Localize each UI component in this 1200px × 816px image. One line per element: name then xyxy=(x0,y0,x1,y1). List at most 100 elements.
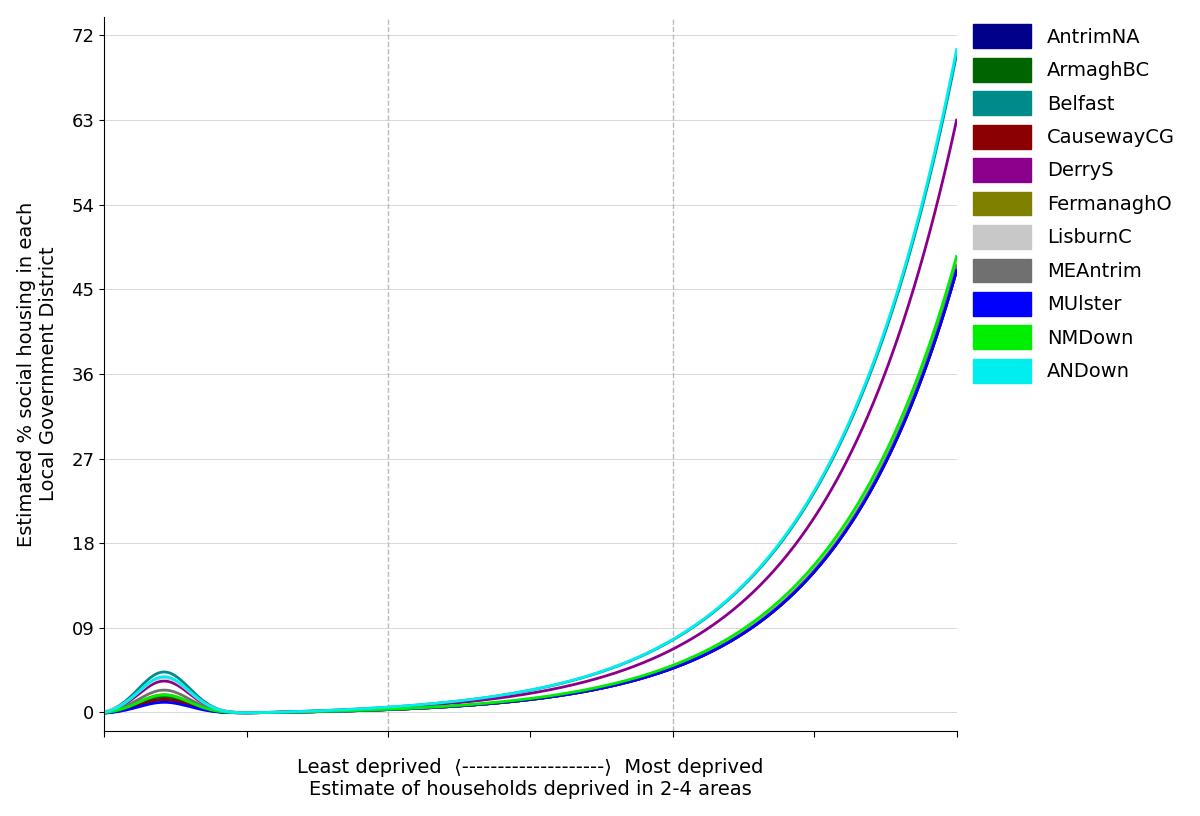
NMDown xyxy=(502,696,516,706)
ArmaghBC xyxy=(949,261,964,271)
ANDown xyxy=(797,502,811,512)
Legend: AntrimNA, ArmaghBC, Belfast, CausewayCG, DerryS, FermanaghO, LisburnC, MEAntrim,: AntrimNA, ArmaghBC, Belfast, CausewayCG,… xyxy=(965,16,1182,390)
MEAntrim xyxy=(797,576,811,586)
LisburnC xyxy=(560,689,575,698)
AntrimNA xyxy=(502,697,516,707)
MEAntrim xyxy=(504,697,518,707)
NMDown xyxy=(97,708,112,718)
CausewayCG xyxy=(508,697,522,707)
ANDown xyxy=(240,707,254,717)
Y-axis label: Estimated % social housing in each
Local Government District: Estimated % social housing in each Local… xyxy=(17,202,58,547)
LisburnC xyxy=(504,696,518,706)
NMDown xyxy=(929,320,943,330)
ArmaghBC xyxy=(558,690,572,699)
Line: LisburnC: LisburnC xyxy=(104,261,956,712)
CausewayCG xyxy=(605,681,619,691)
Line: ANDown: ANDown xyxy=(104,50,956,712)
FermanaghO xyxy=(97,707,112,717)
MEAntrim xyxy=(931,323,946,333)
MEAntrim xyxy=(606,681,620,690)
FermanaghO xyxy=(931,323,946,333)
NMDown xyxy=(508,695,522,705)
CausewayCG xyxy=(558,690,572,699)
LisburnC xyxy=(244,707,258,717)
FermanaghO xyxy=(239,707,253,717)
ANDown xyxy=(949,45,964,55)
LisburnC xyxy=(606,679,620,689)
DerryS xyxy=(606,668,620,678)
Line: CausewayCG: CausewayCG xyxy=(104,271,956,713)
LisburnC xyxy=(949,256,964,266)
AntrimNA xyxy=(949,266,964,276)
ANDown xyxy=(606,663,620,672)
NMDown xyxy=(949,251,964,261)
ANDown xyxy=(509,688,523,698)
Line: AntrimNA: AntrimNA xyxy=(104,271,956,713)
MUlster xyxy=(97,708,112,718)
ANDown xyxy=(931,134,946,144)
LisburnC xyxy=(797,572,811,582)
FermanaghO xyxy=(606,681,620,690)
Belfast xyxy=(949,50,964,60)
MEAntrim xyxy=(560,690,575,699)
LisburnC xyxy=(97,707,112,716)
CausewayCG xyxy=(796,579,810,589)
Belfast xyxy=(504,689,518,698)
CausewayCG xyxy=(929,333,943,343)
FermanaghO xyxy=(949,261,964,271)
FermanaghO xyxy=(560,690,575,699)
ANDown xyxy=(504,689,518,698)
AntrimNA xyxy=(796,579,810,589)
ArmaghBC xyxy=(508,696,522,706)
CausewayCG xyxy=(97,708,112,718)
MUlster xyxy=(605,681,619,691)
LisburnC xyxy=(509,695,523,705)
Line: DerryS: DerryS xyxy=(104,120,956,712)
MUlster xyxy=(796,579,810,589)
MUlster xyxy=(508,697,522,707)
AntrimNA xyxy=(558,690,572,699)
AntrimNA xyxy=(508,697,522,707)
ArmaghBC xyxy=(605,681,619,690)
Belfast xyxy=(931,138,946,148)
MEAntrim xyxy=(949,261,964,271)
ANDown xyxy=(560,676,575,686)
Belfast xyxy=(242,707,257,717)
NMDown xyxy=(558,689,572,698)
MEAntrim xyxy=(509,696,523,706)
MUlster xyxy=(502,697,516,707)
Belfast xyxy=(97,707,112,717)
MEAntrim xyxy=(97,707,112,717)
DerryS xyxy=(97,707,112,717)
DerryS xyxy=(509,691,523,701)
FermanaghO xyxy=(504,697,518,707)
CausewayCG xyxy=(502,697,516,707)
AntrimNA xyxy=(605,681,619,691)
CausewayCG xyxy=(949,266,964,276)
FermanaghO xyxy=(509,696,523,706)
Belfast xyxy=(606,663,620,672)
NMDown xyxy=(796,573,810,583)
MUlster xyxy=(929,333,943,343)
DerryS xyxy=(931,196,946,206)
DerryS xyxy=(797,527,811,537)
Line: Belfast: Belfast xyxy=(104,55,956,712)
AntrimNA xyxy=(929,333,943,343)
Belfast xyxy=(797,503,811,513)
Line: NMDown: NMDown xyxy=(104,256,956,713)
DerryS xyxy=(504,691,518,701)
Line: ArmaghBC: ArmaghBC xyxy=(104,266,956,713)
ANDown xyxy=(97,707,112,717)
ArmaghBC xyxy=(796,578,810,588)
FermanaghO xyxy=(797,576,811,586)
DerryS xyxy=(949,115,964,125)
Belfast xyxy=(509,688,523,698)
MEAntrim xyxy=(242,707,257,717)
LisburnC xyxy=(931,318,946,328)
Belfast xyxy=(560,677,575,687)
ArmaghBC xyxy=(929,329,943,339)
NMDown xyxy=(605,679,619,689)
Line: MUlster: MUlster xyxy=(104,271,956,713)
MUlster xyxy=(558,690,572,699)
Line: FermanaghO: FermanaghO xyxy=(104,266,956,712)
